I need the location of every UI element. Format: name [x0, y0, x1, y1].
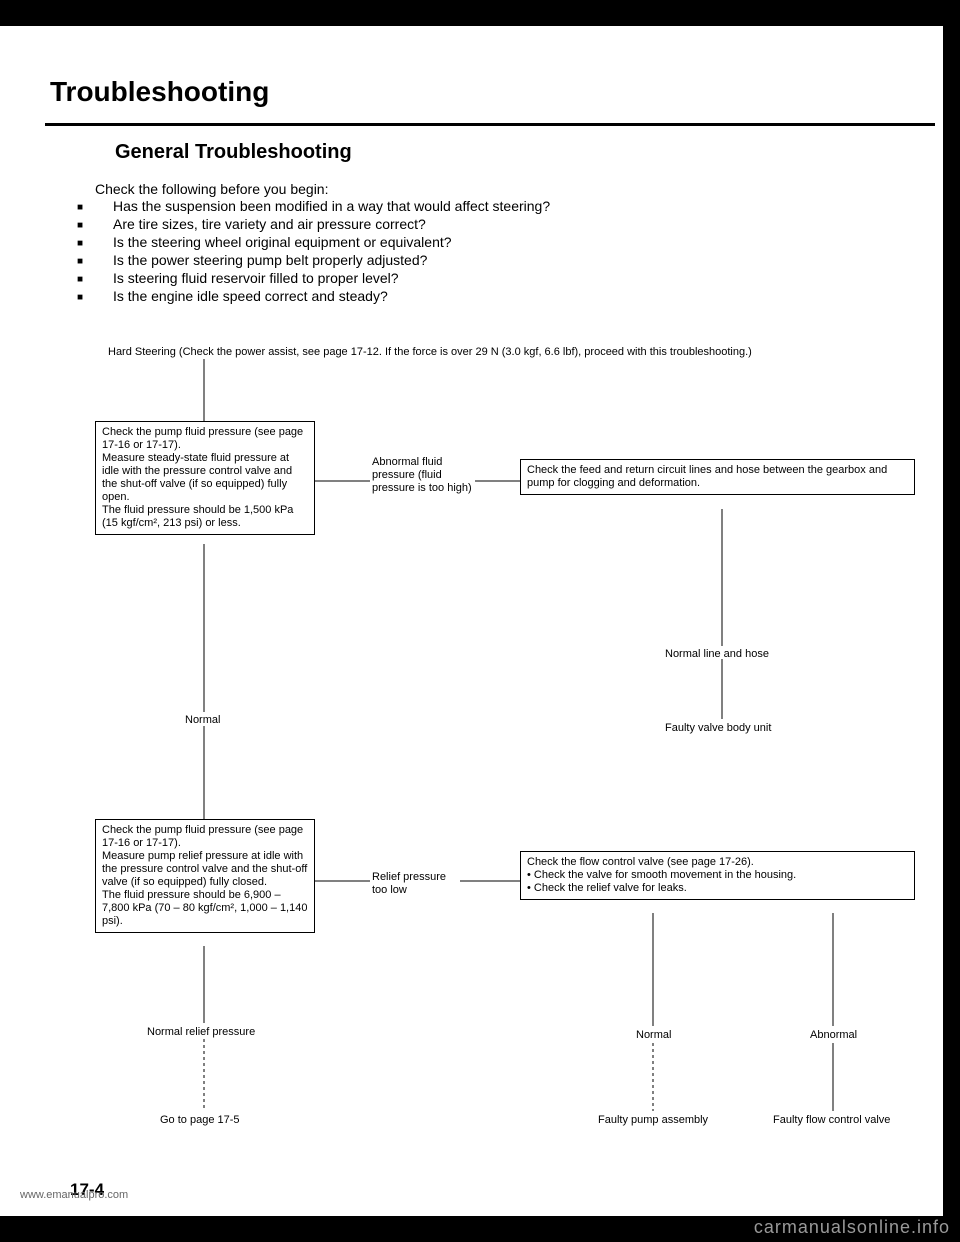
flow-box-check-pressure-2: Check the pump fluid pressure (see page … — [95, 819, 315, 933]
watermark-source-1: www.emanualpro.com — [20, 1189, 128, 1201]
box4-lead: Check the flow control valve (see page 1… — [527, 856, 908, 869]
label-faulty-pump: Faulty pump assembly — [598, 1114, 708, 1127]
label-normal-1: Normal — [185, 714, 220, 727]
label-faulty-flow-control: Faulty flow control valve — [773, 1114, 890, 1127]
box4-item: • Check the valve for smooth movement in… — [527, 869, 908, 882]
connector-label-abnormal-high: Abnormal fluid pressure (fluid pressure … — [372, 456, 472, 495]
watermark-source-2: carmanualsonline.info — [754, 1217, 950, 1238]
label-normal-2: Normal — [636, 1029, 671, 1042]
flow-box-check-flow-valve: Check the flow control valve (see page 1… — [520, 851, 915, 900]
flow-box-check-pressure-1: Check the pump fluid pressure (see page … — [95, 421, 315, 535]
connector-label-relief-low: Relief pressure too low — [372, 871, 462, 897]
edge-tab-icon — [944, 130, 960, 170]
label-faulty-valve-body: Faulty valve body unit — [665, 722, 771, 735]
flow-box-check-feed-return: Check the feed and return circuit lines … — [520, 459, 915, 495]
edge-tab-icon — [944, 1150, 960, 1190]
box4-item: • Check the relief valve for leaks. — [527, 882, 908, 895]
label-abnormal: Abnormal — [810, 1029, 857, 1042]
edge-tab-icon — [944, 640, 960, 680]
label-goto-page: Go to page 17-5 — [160, 1114, 240, 1127]
label-normal-relief: Normal relief pressure — [147, 1026, 255, 1039]
label-normal-line-hose: Normal line and hose — [665, 648, 769, 661]
